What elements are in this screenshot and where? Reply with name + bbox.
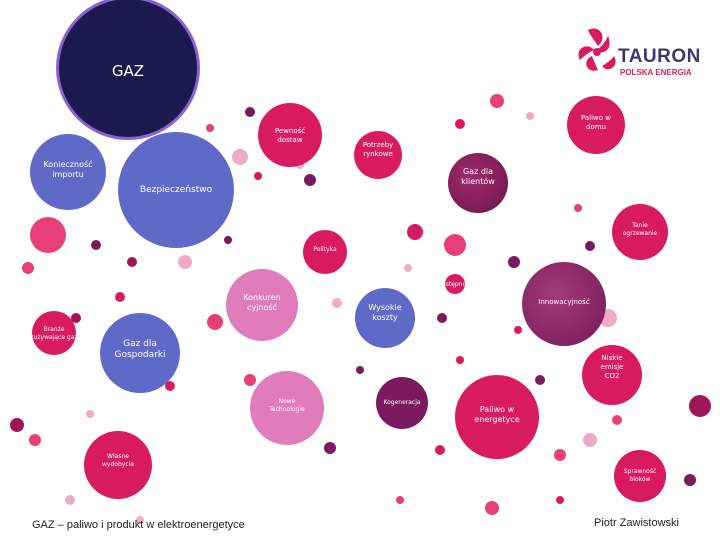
bubble-wlasne-wydobycie <box>84 431 152 499</box>
dot <box>574 204 582 212</box>
bubble-gaz-dla-klientow <box>448 153 508 213</box>
bubble-label-paliwo-w-energetyce: Paliwo w energetyce <box>474 405 520 424</box>
bubble-nowe-technologie <box>250 371 324 445</box>
dot <box>684 474 696 486</box>
dot <box>508 256 520 268</box>
dot <box>490 94 504 108</box>
dot <box>244 374 256 386</box>
bubble-label-branze: Branże zużywające gaz <box>30 326 78 341</box>
dot <box>254 172 262 180</box>
dot <box>535 375 545 385</box>
dot <box>10 418 24 432</box>
tauron-flower-icon <box>578 28 616 71</box>
dot <box>456 356 464 364</box>
dot <box>356 366 364 374</box>
dot <box>585 241 595 251</box>
dot <box>514 326 522 334</box>
bubble-paliwo-w-energetyce <box>455 375 539 459</box>
bubble-label-wlasne-wydobycie: Własne wydobycie <box>102 453 134 468</box>
dot <box>71 313 81 323</box>
dot <box>444 234 466 256</box>
bubble-label-wysokie-koszty: Wysokie koszty <box>368 303 402 322</box>
bubble-label-dostepnosc: Dostępność <box>437 281 473 288</box>
dot <box>65 495 75 505</box>
dot <box>407 224 423 240</box>
dot <box>435 445 445 455</box>
bubble-gaz <box>56 0 200 140</box>
bubble-niskie-emisje <box>582 345 642 405</box>
bubble-label-polityka: Polityka <box>313 246 337 253</box>
footer-title: GAZ – paliwo i produkt w elektroenergety… <box>32 519 245 531</box>
dot <box>612 415 622 425</box>
bubble-kogeneracja <box>376 377 428 429</box>
bubble-label-gaz-dla-klientow: Gaz dla klientów <box>461 167 495 186</box>
dot <box>224 236 232 244</box>
bubble-label-gaz: GAZ <box>111 62 145 80</box>
bubble-pewnosc-dostaw <box>258 103 322 167</box>
dot <box>165 381 175 391</box>
dot <box>127 257 137 267</box>
dot <box>583 433 597 447</box>
bubble-label-tanie-ogrzewanie: Tanie ogrzewanie <box>622 222 658 237</box>
dot <box>29 434 41 446</box>
dot <box>404 264 412 272</box>
bubble-polityka <box>303 230 347 274</box>
bubble-paliwo-w-domu <box>567 96 625 154</box>
bubble-label-kogeneracja: Kogeneracja <box>383 399 421 406</box>
tauron-logo: TAURON POLSKA ENERGIA <box>574 20 704 90</box>
dot <box>30 217 66 253</box>
bubble-sprawnosc-blokow <box>614 450 666 502</box>
bubble-label-koniecznosc-importu: Konieczność importu <box>43 160 93 179</box>
logo-name: TAURON <box>618 46 701 67</box>
dot <box>136 516 144 524</box>
dot <box>485 501 499 515</box>
dot <box>115 292 125 302</box>
bubble-label-bezpieczenstwo: Bezpieczeństwo <box>139 185 213 195</box>
bubble-potrzeby-rynkowe <box>354 131 402 179</box>
bubble-koniecznosc-importu <box>30 134 106 210</box>
bubble-label-potrzeby-rynkowe: Potrzeby rynkowe <box>362 141 394 158</box>
footer-author: Piotr Zawistowski <box>594 517 679 529</box>
dot <box>324 442 336 454</box>
dot <box>396 496 404 504</box>
bubble-label-innowacyjnosc: Innowacyjność <box>538 298 590 306</box>
bubble-label-sprawnosc-blokow: Sprawność bloków <box>623 468 657 483</box>
logo-tagline: POLSKA ENERGIA <box>620 68 692 77</box>
dot <box>207 314 223 330</box>
bubble-konkurencyjnosc <box>226 269 298 341</box>
dot <box>206 124 214 132</box>
bubble-branze <box>32 311 76 355</box>
bubble-tanie-ogrzewanie <box>612 204 668 260</box>
bubble-label-konkurencyjnosc: Konkuren cyjność <box>243 293 281 312</box>
dot <box>91 240 101 250</box>
bubble-label-paliwo-w-domu: Paliwo w domu <box>580 114 612 131</box>
dot <box>556 496 564 504</box>
dot <box>178 255 192 269</box>
bubble-label-gaz-dla-gospodarki: Gaz dla Gospodarki <box>114 339 166 361</box>
dot <box>554 449 566 461</box>
bubble-innowacyjnosc <box>522 262 606 346</box>
bubble-label-niskie-emisje: Niskie emisje CO2 <box>600 354 624 380</box>
dot <box>86 410 94 418</box>
dot <box>22 262 34 274</box>
dot <box>526 112 534 120</box>
dot <box>304 174 316 186</box>
dot <box>245 107 255 117</box>
bubble-gaz-dla-gospodarki <box>100 313 180 393</box>
bubble-dostepnosc <box>445 274 465 294</box>
dot <box>689 395 711 417</box>
dot <box>332 298 342 308</box>
bubble-label-pewnosc-dostaw: Pewność dostaw <box>274 127 306 144</box>
bubble-wysokie-koszty <box>355 288 415 348</box>
bubble-label-nowe-technologie: Nowe Technologie <box>269 398 305 413</box>
bubble-bezpieczenstwo <box>118 132 234 248</box>
dot <box>232 149 248 165</box>
dot <box>455 119 465 129</box>
dot <box>437 313 447 323</box>
